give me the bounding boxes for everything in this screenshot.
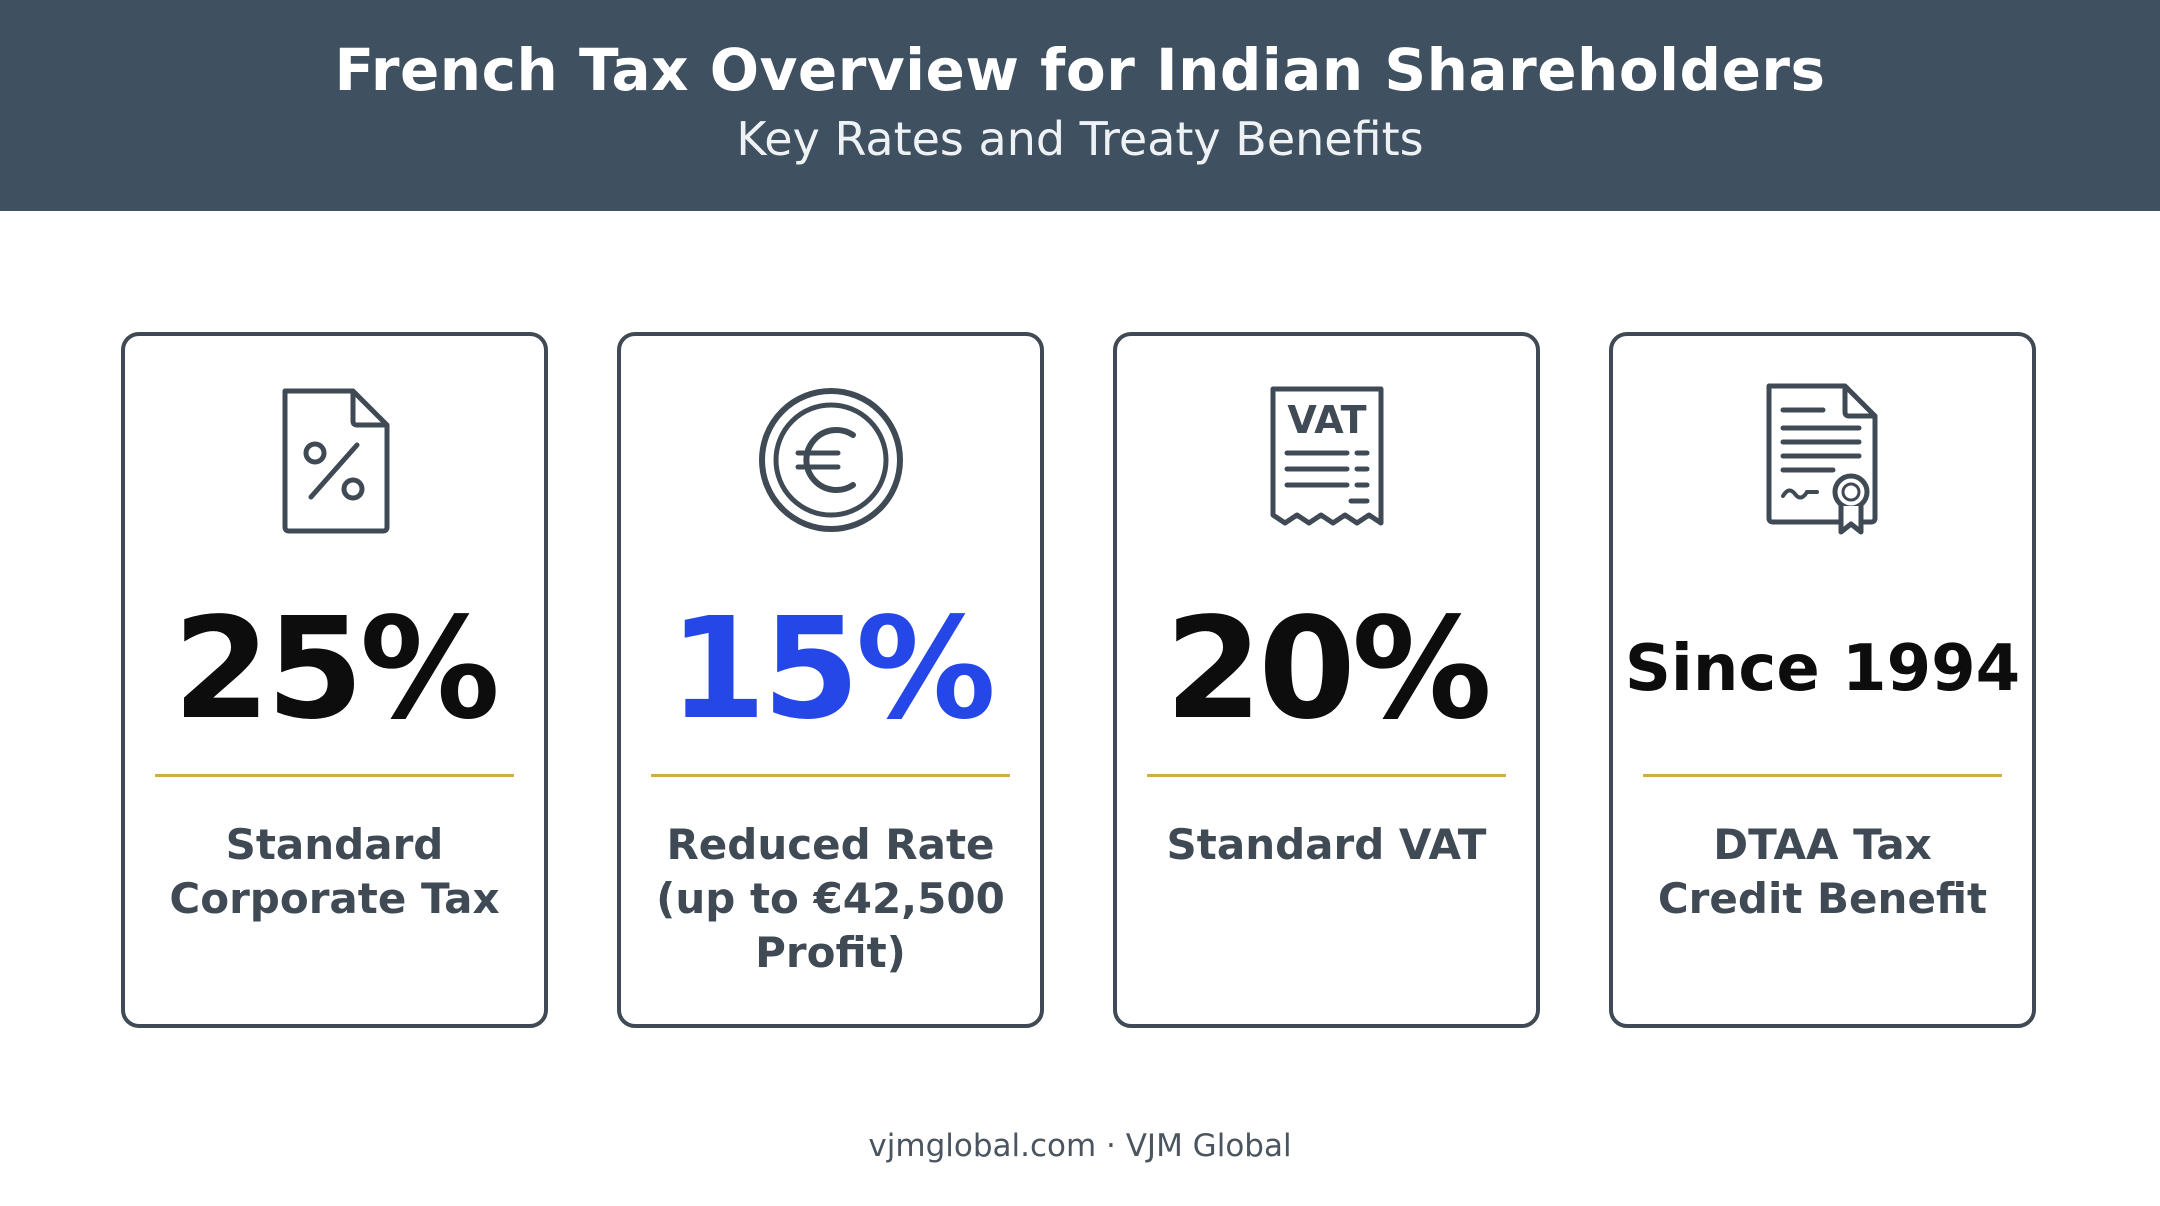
- divider: [651, 774, 1010, 777]
- corporate-tax-value: 25%: [172, 587, 500, 751]
- page-subtitle: Key Rates and Treaty Benefits: [736, 112, 1424, 166]
- card-reduced-rate: 15% Reduced Rate (up to €42,500 Profit): [617, 332, 1044, 1028]
- vat-icon-text: VAT: [1287, 398, 1366, 442]
- divider: [1643, 774, 2002, 777]
- divider: [1147, 774, 1506, 777]
- label-line: Credit Benefit: [1657, 874, 1988, 923]
- label-line: Corporate Tax: [169, 874, 500, 923]
- label-line: Profit): [755, 928, 906, 977]
- divider: [155, 774, 514, 777]
- header-banner: French Tax Overview for Indian Sharehold…: [0, 0, 2160, 211]
- label-line: Standard: [225, 820, 444, 869]
- euro-coin-icon: [621, 380, 1040, 540]
- standard-vat-value: 20%: [1164, 587, 1492, 751]
- certificate-icon: [1613, 380, 2032, 540]
- label-line: (up to €42,500: [656, 874, 1005, 923]
- page-title: French Tax Overview for Indian Sharehold…: [334, 36, 1826, 104]
- dtaa-since-value: Since 1994: [1624, 632, 2021, 706]
- vat-receipt-icon: VAT: [1117, 380, 1536, 540]
- footer-credit: vjmglobal.com · VJM Global: [868, 1128, 1292, 1164]
- label-line: Reduced Rate: [666, 820, 995, 869]
- label-line: Standard VAT: [1166, 820, 1487, 869]
- reduced-rate-value: 15%: [668, 587, 996, 751]
- card-dtaa-benefit: Since 1994 DTAA Tax Credit Benefit: [1609, 332, 2036, 1028]
- card-label: Standard Corporate Tax: [143, 818, 526, 926]
- card-corporate-tax: 25% Standard Corporate Tax: [121, 332, 548, 1028]
- label-line: DTAA Tax: [1713, 820, 1932, 869]
- card-label: Standard VAT: [1135, 818, 1518, 872]
- percent-document-icon: [125, 380, 544, 540]
- card-label: Reduced Rate (up to €42,500 Profit): [639, 818, 1022, 980]
- card-standard-vat: VAT 20% Standard VAT: [1113, 332, 1540, 1028]
- card-label: DTAA Tax Credit Benefit: [1631, 818, 2014, 926]
